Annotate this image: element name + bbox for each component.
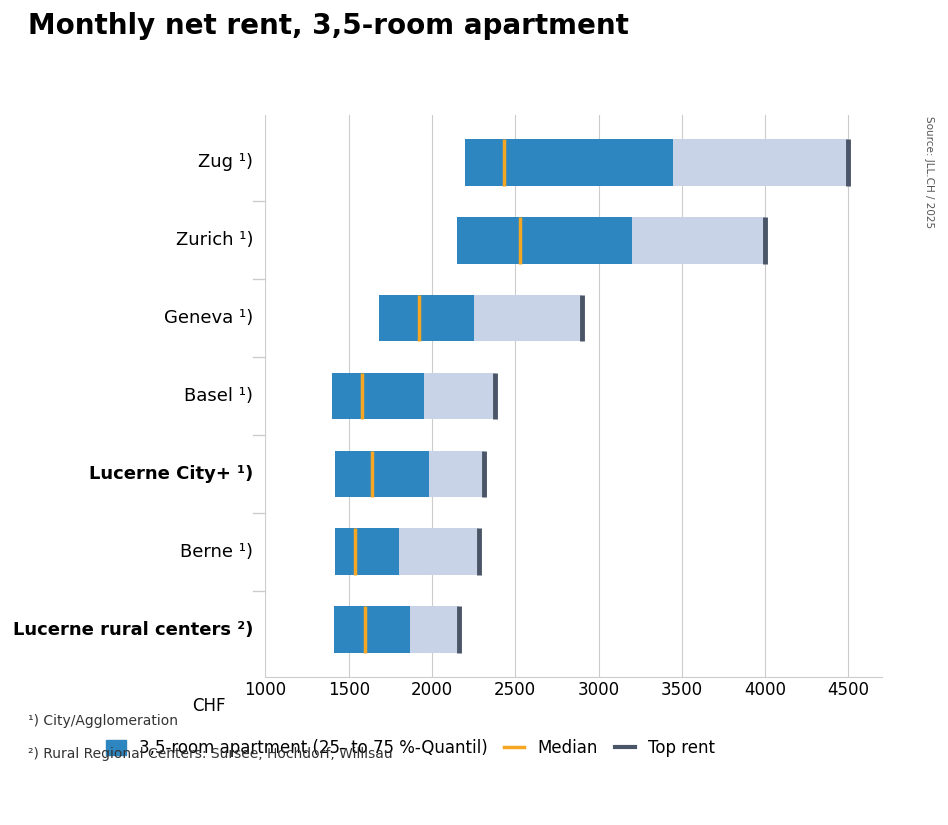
Bar: [465, 139, 673, 186]
Bar: [336, 529, 479, 575]
Text: Monthly net rent, 3,5-room apartment: Monthly net rent, 3,5-room apartment: [28, 12, 629, 40]
Text: Geneva ¹): Geneva ¹): [164, 309, 253, 327]
Bar: [378, 295, 474, 342]
Bar: [378, 295, 582, 342]
Text: Berne ¹): Berne ¹): [180, 543, 253, 561]
Text: ²) Rural Regional Centers: Sursee, Hochdorf, Willisau: ²) Rural Regional Centers: Sursee, Hochd…: [28, 747, 393, 761]
Text: CHF: CHF: [191, 697, 226, 715]
Bar: [465, 139, 848, 186]
Bar: [332, 373, 495, 419]
Bar: [336, 450, 483, 497]
Text: Source: JLL.CH / 2025: Source: JLL.CH / 2025: [923, 116, 934, 228]
Bar: [336, 529, 399, 575]
Bar: [457, 217, 631, 263]
Bar: [334, 606, 410, 653]
Text: Zug ¹): Zug ¹): [198, 153, 253, 172]
Bar: [336, 450, 428, 497]
Text: Lucerne rural centers ²): Lucerne rural centers ²): [12, 620, 253, 639]
Text: ¹) City/Agglomeration: ¹) City/Agglomeration: [28, 714, 178, 728]
Legend: 3,5-room apartment (25- to 75 %-Quantil), Median, Top rent: 3,5-room apartment (25- to 75 %-Quantil)…: [99, 733, 721, 764]
Text: Lucerne City+ ¹): Lucerne City+ ¹): [89, 465, 253, 483]
Bar: [457, 217, 765, 263]
Text: Basel ¹): Basel ¹): [184, 387, 253, 405]
Bar: [334, 606, 459, 653]
Bar: [332, 373, 424, 419]
Text: Zurich ¹): Zurich ¹): [175, 231, 253, 249]
